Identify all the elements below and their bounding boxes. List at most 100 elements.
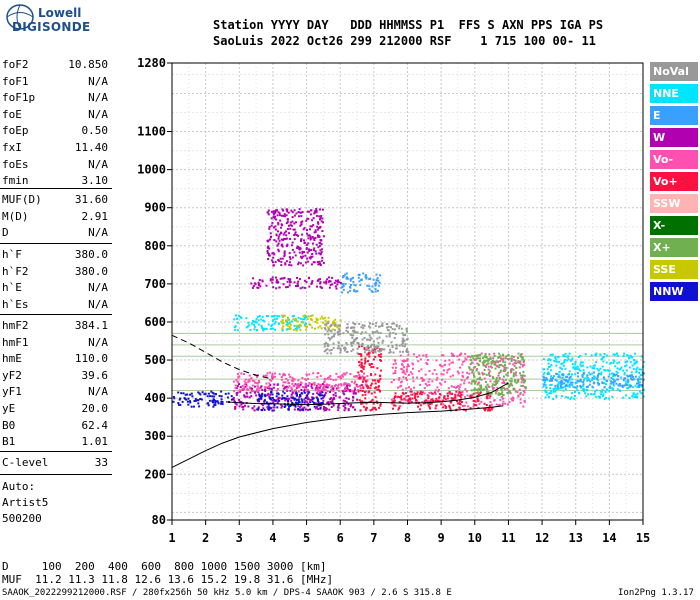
echo-point [361,324,364,327]
echo-point [352,334,355,337]
param-value: 10.850 [68,58,108,71]
echo-point [189,401,192,404]
echo-point [323,327,326,330]
echo-point [322,261,325,264]
param-name: yE [2,402,16,415]
echo-point [428,370,431,372]
echo-point [387,325,390,328]
echo-point [442,373,445,376]
echo-point [294,327,297,330]
echo-point [303,323,306,326]
y-tick-label: 80 [152,513,166,527]
echo-point [334,279,337,282]
echo-point [309,238,312,241]
echo-point [322,221,324,224]
echo-point [321,217,324,220]
echo-point [444,380,447,383]
echo-point [349,279,352,282]
echo-point [598,395,601,398]
echo-point [304,254,307,257]
echo-point [482,362,485,365]
echo-point [320,315,323,318]
echo-point [301,250,304,253]
echo-point [281,314,284,317]
y-tick-label: 200 [144,467,166,481]
echo-point [429,400,432,403]
echo-point [292,318,295,321]
echo-point [387,345,390,348]
echo-point [289,237,291,240]
echo-point [295,392,298,395]
echo-point [251,387,253,390]
echo-point [277,250,280,253]
echo-point [567,396,569,399]
echo-point [368,349,371,352]
echo-point [546,368,549,371]
echo-point [237,381,240,384]
echo-point [493,383,496,386]
echo-point [286,243,289,246]
echo-point [580,386,582,388]
echo-point [319,317,322,320]
echo-point [268,227,271,230]
echo-point [341,344,344,347]
echo-point [598,382,600,385]
echo-point [338,329,341,332]
echo-point [324,316,326,319]
echo-point [256,329,259,331]
echo-point [352,322,355,324]
echo-point [334,385,336,387]
echo-point [214,401,217,404]
echo-point [177,391,180,394]
echo-point [608,369,611,372]
echo-point [446,371,449,374]
echo-point [273,322,276,325]
echo-point [420,376,423,379]
echo-point [331,398,334,401]
echo-point [408,386,410,389]
echo-point [316,376,319,379]
echo-point [257,408,260,411]
echo-point [333,397,336,400]
echo-point [373,358,375,361]
echo-point [358,345,361,348]
echo-point [629,361,632,364]
echo-point [276,389,278,392]
echo-point [637,385,640,388]
echo-point [334,394,337,397]
echo-point [407,398,410,401]
echo-point [523,374,526,377]
echo-point [305,373,308,376]
echo-point [332,404,335,407]
echo-point [389,332,392,335]
echo-point [275,218,278,221]
echo-point [560,363,563,365]
echo-point [253,391,256,394]
echo-point [194,398,197,401]
echo-point [575,381,578,384]
echo-point [249,386,252,389]
echo-point [289,405,291,407]
echo-point [303,239,305,242]
echo-point [332,320,335,323]
echo-point [418,354,421,357]
echo-point [257,286,260,289]
echo-point [490,408,493,411]
echo-point [499,392,502,395]
echo-point [547,362,550,365]
echo-point [430,402,433,405]
echo-point [573,397,576,400]
echo-point [495,382,498,385]
echo-point [468,381,471,384]
echo-point [271,409,274,412]
echo-point [291,382,294,385]
echo-point [623,384,626,387]
echo-point [421,391,424,394]
echo-point [599,353,602,356]
echo-point [391,401,394,404]
echo-point [448,368,451,371]
echo-point [444,404,447,407]
echo-point [507,389,510,392]
echo-point [522,371,525,374]
echo-point [308,249,311,252]
